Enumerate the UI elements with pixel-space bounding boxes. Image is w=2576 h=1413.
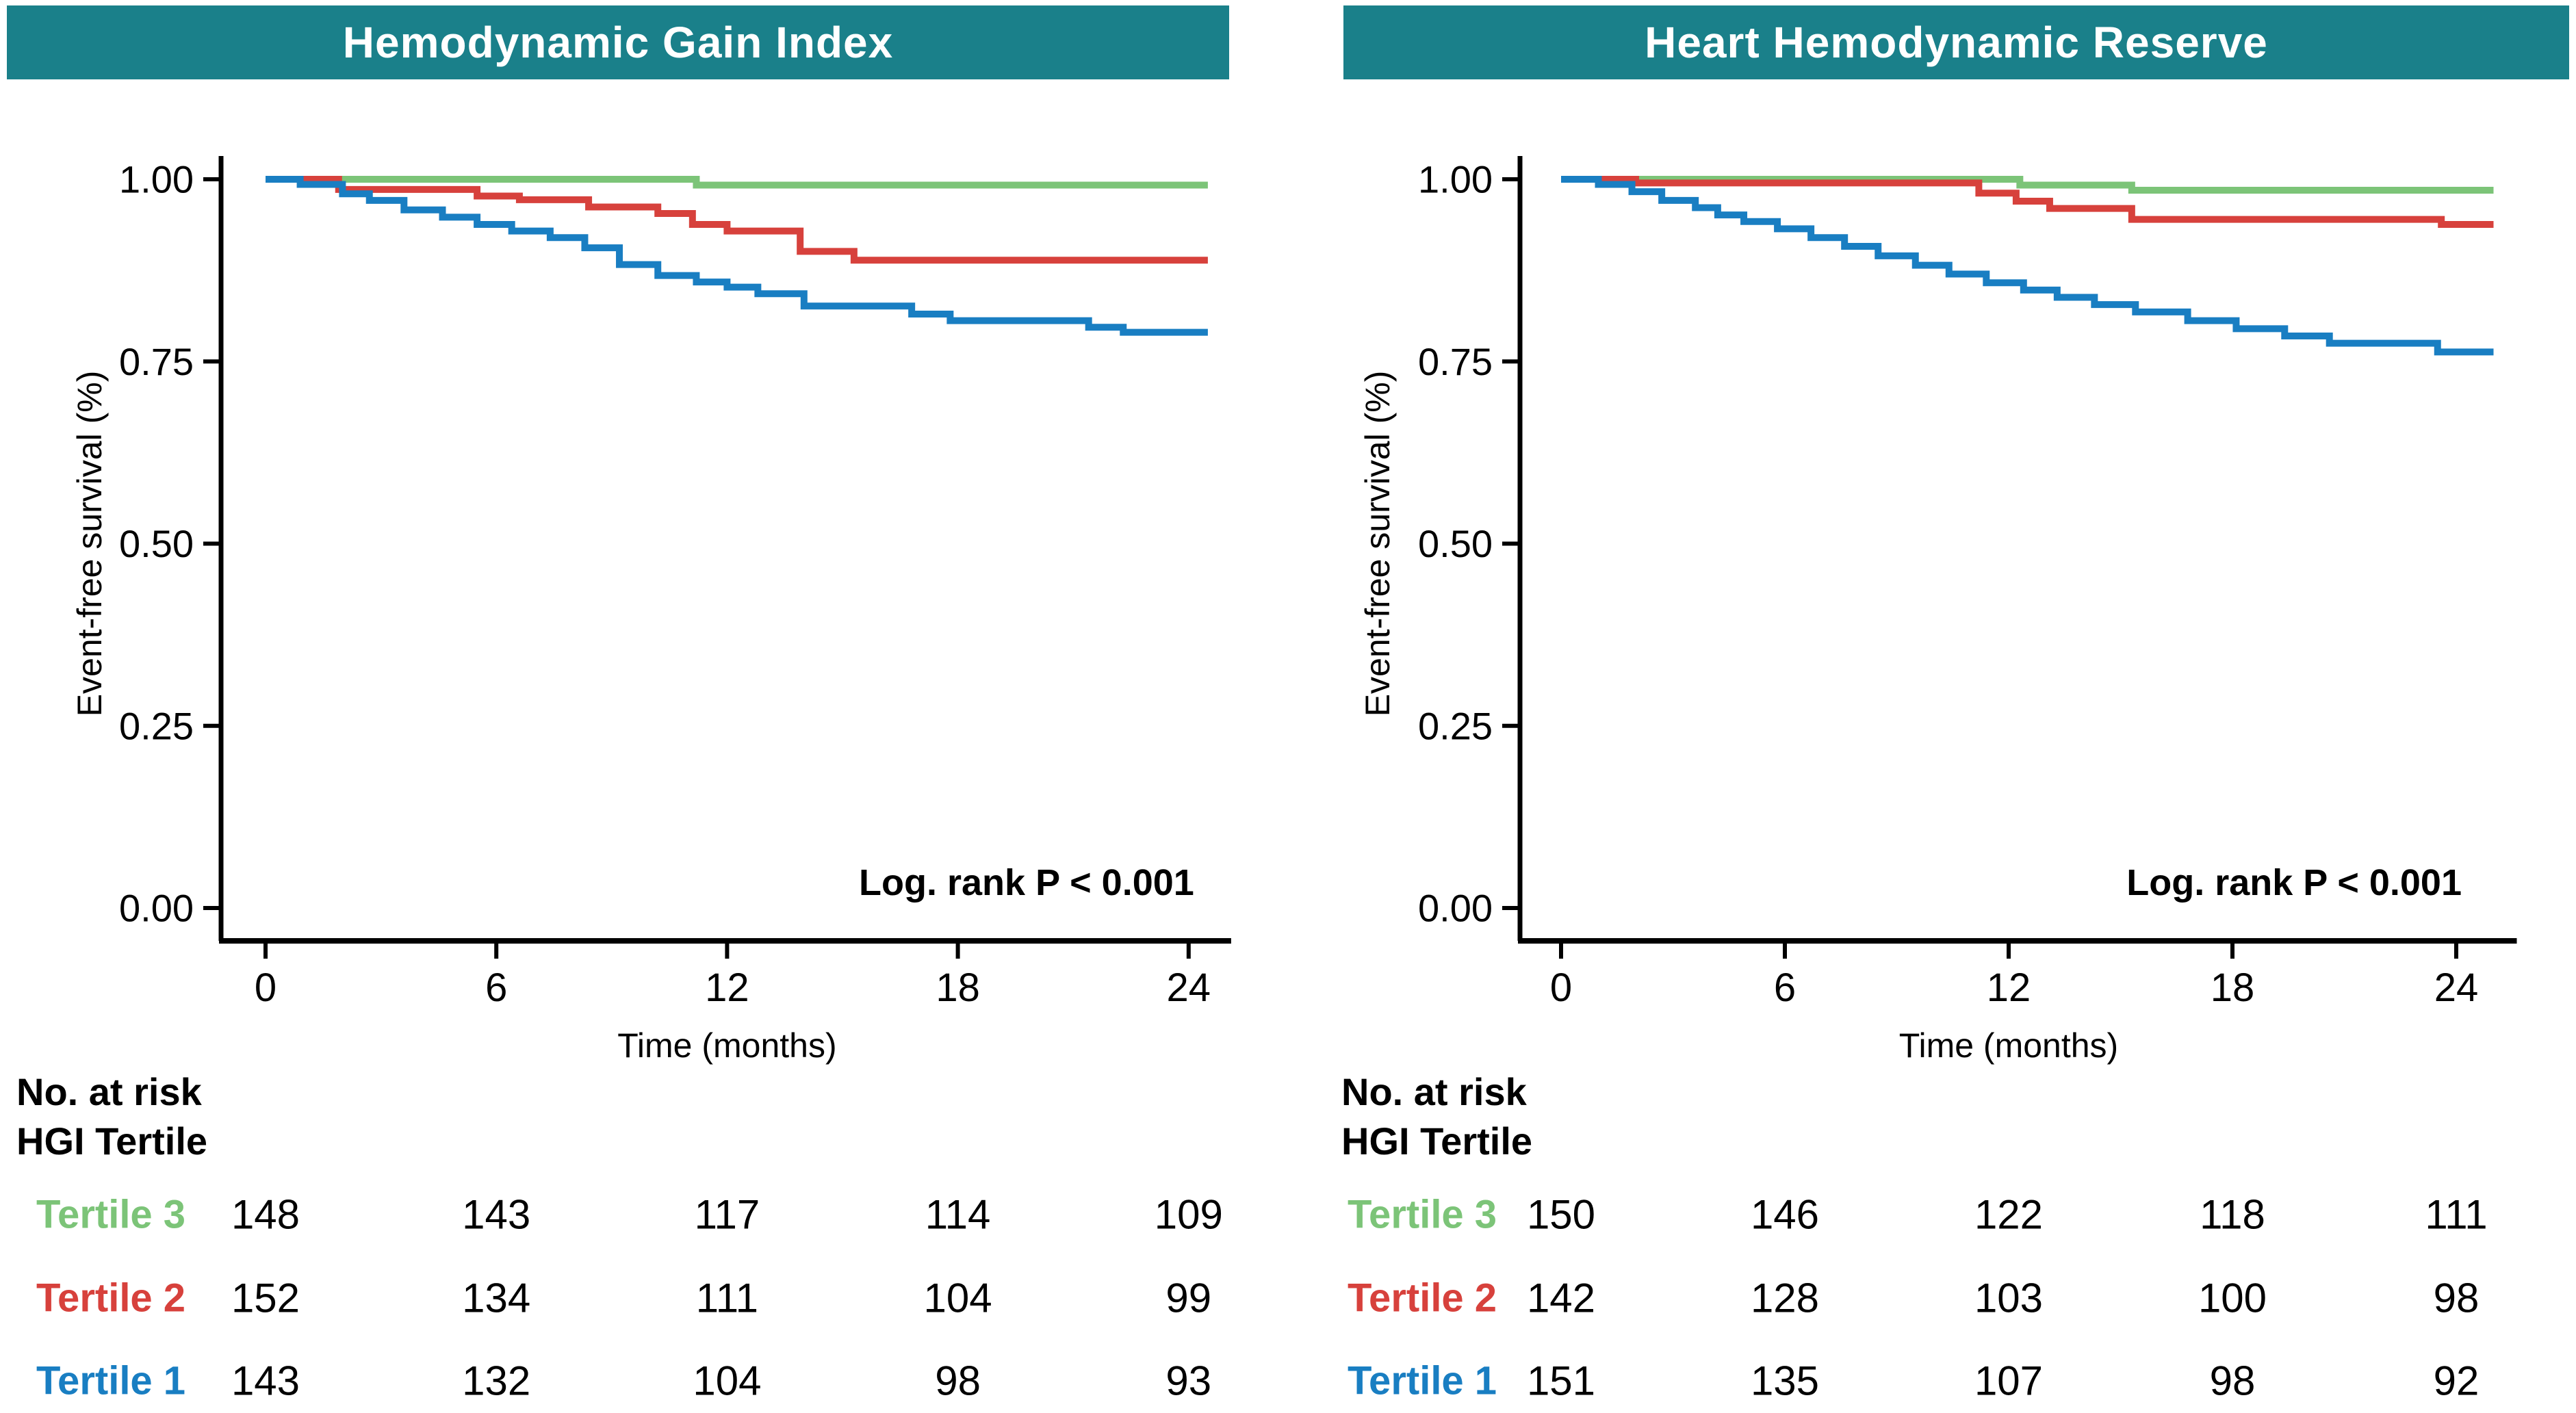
risk-row-label-tertile-3: Tertile 3 [1348, 1193, 1497, 1237]
risk-count: 111 [2425, 1192, 2487, 1238]
risk-count: 143 [462, 1192, 530, 1238]
x-tick-label: 18 [2211, 965, 2255, 1010]
y-tick-label: 1.00 [1418, 158, 1493, 201]
risk-count: 132 [462, 1358, 530, 1404]
risk-count: 99 [1165, 1275, 1211, 1321]
risk-count: 151 [1527, 1358, 1595, 1404]
y-axis-title: Event-free survival (%) [1358, 371, 1397, 717]
risk-count: 104 [693, 1358, 761, 1404]
panel-title-left: Hemodynamic Gain Index [7, 5, 1229, 79]
y-tick-label: 0.25 [1418, 704, 1493, 747]
x-tick-label: 6 [1774, 965, 1796, 1010]
x-tick-label: 12 [1987, 965, 2031, 1010]
x-tick-label: 24 [2434, 965, 2479, 1010]
survival-curve-tertile-3 [266, 176, 1208, 189]
y-tick-label: 0.75 [1418, 340, 1493, 383]
risk-table-header: No. at risk [1341, 1070, 1528, 1113]
x-tick-label: 0 [1550, 965, 1572, 1010]
risk-count: 134 [462, 1275, 530, 1321]
risk-count: 100 [2198, 1275, 2267, 1321]
survival-curve-tertile-2 [1561, 176, 2494, 229]
risk-row-label-tertile-2: Tertile 2 [36, 1276, 185, 1321]
y-tick-label: 0.50 [119, 522, 194, 565]
risk-count: 152 [231, 1275, 300, 1321]
risk-count: 128 [1751, 1275, 1819, 1321]
survival-curve-tertile-1 [1561, 176, 2494, 356]
panel-title-right: Heart Hemodynamic Reserve [1343, 5, 2569, 79]
risk-count: 111 [696, 1275, 758, 1321]
risk-table-header: No. at risk [16, 1070, 203, 1113]
risk-count: 118 [2200, 1192, 2265, 1238]
x-axis-title: Time (months) [1899, 1026, 2118, 1065]
risk-count: 122 [1974, 1192, 2043, 1238]
risk-row-label-tertile-1: Tertile 1 [1348, 1359, 1497, 1403]
y-tick-label: 0.00 [1418, 887, 1493, 930]
risk-count: 135 [1751, 1358, 1819, 1404]
risk-table-subheader: HGI Tertile [16, 1119, 207, 1163]
risk-count: 114 [925, 1192, 991, 1238]
survival-curve-tertile-3 [1561, 176, 2494, 194]
risk-count: 150 [1527, 1192, 1595, 1238]
y-tick-label: 0.75 [119, 340, 194, 383]
x-tick-label: 6 [485, 965, 507, 1010]
risk-row-label-tertile-1: Tertile 1 [36, 1359, 185, 1403]
y-axis-title: Event-free survival (%) [70, 371, 109, 717]
risk-count: 104 [924, 1275, 992, 1321]
risk-count: 117 [695, 1192, 760, 1238]
risk-row-label-tertile-3: Tertile 3 [36, 1193, 185, 1237]
risk-count: 107 [1974, 1358, 2043, 1404]
km-plot-left: 1.00 0.75 0.50 0.25 0.00 0 6 12 18 24 Time (months… [16, 156, 1231, 1404]
risk-count: 142 [1527, 1275, 1595, 1321]
risk-count: 98 [935, 1358, 981, 1404]
logrank-annotation: Log. rank P < 0.001 [2126, 862, 2462, 903]
risk-count: 92 [2434, 1358, 2480, 1404]
y-tick-label: 0.50 [1418, 522, 1493, 565]
x-tick-label: 18 [936, 965, 980, 1010]
x-axis-title: Time (months) [617, 1026, 836, 1065]
y-tick-label: 0.25 [119, 704, 194, 747]
logrank-annotation: Log. rank P < 0.001 [859, 862, 1194, 903]
y-tick-label: 1.00 [119, 158, 194, 201]
x-tick-label: 12 [705, 965, 749, 1010]
risk-row-label-tertile-2: Tertile 2 [1348, 1276, 1497, 1321]
risk-count: 148 [231, 1192, 300, 1238]
risk-count: 143 [231, 1358, 300, 1404]
km-plot-right: 1.00 0.75 0.50 0.25 0.00 0 6 12 18 24 Time (months… [1341, 156, 2517, 1404]
x-tick-label: 0 [255, 965, 276, 1010]
risk-count: 109 [1155, 1192, 1223, 1238]
risk-count: 98 [2434, 1275, 2480, 1321]
risk-count: 93 [1165, 1358, 1211, 1404]
x-tick-label: 24 [1167, 965, 1211, 1010]
risk-count: 98 [2210, 1358, 2256, 1404]
risk-count: 103 [1974, 1275, 2043, 1321]
risk-table-subheader: HGI Tertile [1341, 1119, 1532, 1163]
survival-curve-tertile-2 [266, 176, 1208, 264]
survival-curve-tertile-1 [266, 176, 1208, 336]
risk-count: 146 [1751, 1192, 1819, 1238]
y-tick-label: 0.00 [119, 887, 194, 930]
